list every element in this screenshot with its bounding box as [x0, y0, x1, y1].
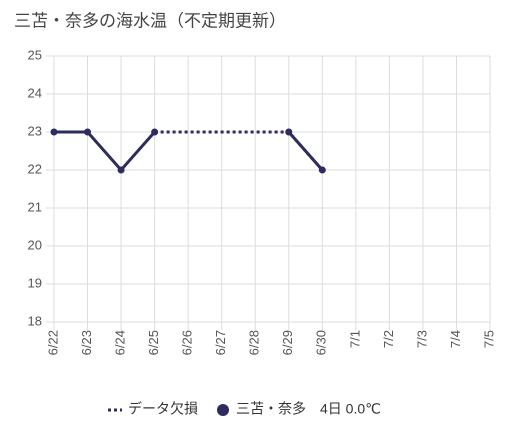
legend-label: 三苫・奈多 4日 0.0℃	[236, 401, 381, 417]
x-tick-label: 6/28	[247, 330, 262, 355]
x-tick-label: 7/5	[481, 330, 496, 348]
x-tick-label: 6/25	[146, 330, 161, 355]
x-tick-label: 6/22	[45, 330, 60, 355]
y-tick-label: 18	[28, 313, 42, 328]
data-line	[54, 130, 324, 173]
chart-title: 三苫・奈多の海水温（不定期更新）	[14, 11, 286, 30]
point	[117, 166, 125, 174]
point	[151, 128, 159, 136]
x-tick-label: 6/24	[113, 330, 128, 355]
y-tick-label: 19	[28, 275, 42, 290]
legend-label: データ欠損	[128, 401, 198, 417]
x-tick-label: 7/1	[347, 330, 362, 348]
x-tick-label: 6/27	[213, 330, 228, 355]
legend-swatch	[217, 404, 229, 416]
y-tick-label: 22	[28, 161, 42, 176]
y-tick-label: 24	[28, 85, 42, 100]
x-tick-label: 6/29	[280, 330, 295, 355]
y-tick-label: 20	[28, 237, 42, 252]
x-tick-label: 7/2	[381, 330, 396, 348]
x-tick-label: 6/26	[180, 330, 195, 355]
missing-line	[154, 130, 324, 171]
x-tick-label: 7/4	[448, 330, 463, 348]
y-tick-label: 25	[28, 47, 42, 62]
point	[84, 128, 92, 136]
y-tick-label: 23	[28, 123, 42, 138]
x-tick-label: 7/3	[414, 330, 429, 348]
y-tick-label: 21	[28, 199, 42, 214]
point	[50, 128, 58, 136]
x-tick-label: 6/23	[79, 330, 94, 355]
x-tick-label: 6/30	[314, 330, 329, 355]
point	[285, 128, 293, 136]
point	[318, 166, 326, 174]
